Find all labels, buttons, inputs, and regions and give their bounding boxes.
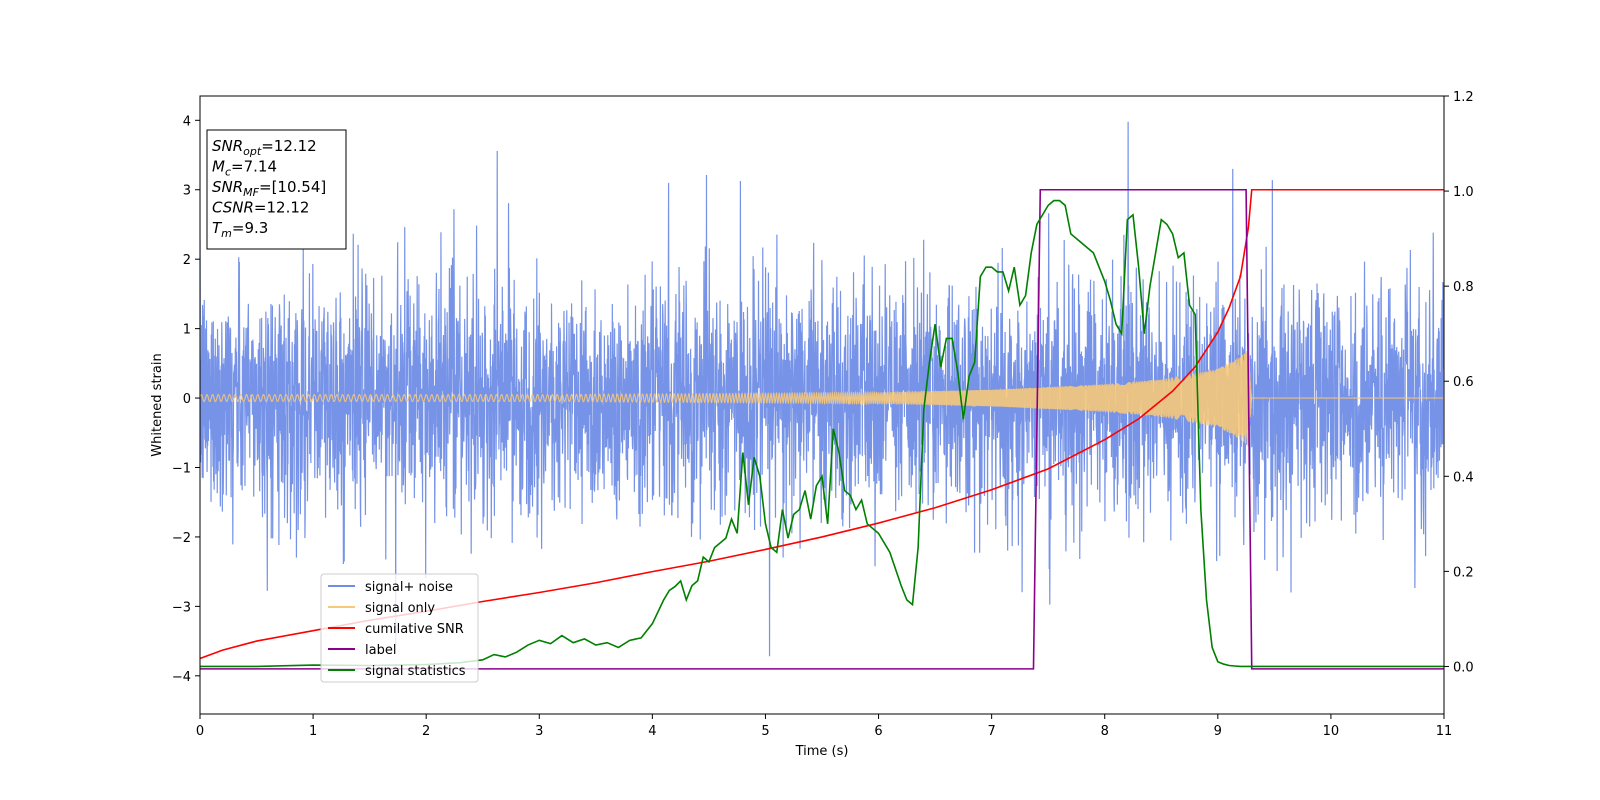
axes-frame [199, 95, 1445, 715]
legend-label: signal statistics [365, 664, 466, 679]
x-tick-label: 5 [761, 724, 769, 739]
y2-tick-label: 0.4 [1453, 470, 1474, 485]
y-tick-label: −4 [172, 670, 191, 685]
x-axis: 0 1 2 3 4 5 6 7 8 9 10 11 [196, 714, 1452, 739]
y-tick-label: 3 [183, 184, 191, 199]
y2-tick-label: 0.6 [1453, 375, 1474, 390]
series-signal-plus-noise [200, 121, 1444, 657]
y2-tick-label: 0.2 [1453, 565, 1474, 580]
annotation-box: SNRopt=12.12Mc=7.14SNRMF=[10.54]CSNR=12.… [206, 129, 347, 250]
x-tick-label: 10 [1323, 724, 1340, 739]
x-tick-label: 11 [1436, 724, 1453, 739]
x-tick-label: 3 [535, 724, 543, 739]
annotation-line: CSNR=12.12 [212, 199, 309, 217]
annotation-frame [206, 129, 347, 250]
y-axis-right: 1.2 1.0 0.8 0.6 0.4 0.2 0.0 [1444, 90, 1474, 675]
series-label [200, 188, 1444, 670]
legend-item: cumilative SNR [328, 622, 464, 637]
y2-tick-label: 1.0 [1453, 185, 1474, 200]
y-tick-label: 4 [183, 114, 191, 129]
y-tick-label: −1 [172, 461, 191, 476]
legend: signal+ noise signal only cumilative SNR la… [320, 573, 479, 683]
legend-label: signal only [365, 601, 435, 616]
series-signal-only [200, 350, 1444, 447]
legend-item: label [328, 643, 396, 658]
legend-frame [320, 573, 479, 683]
x-tick-label: 1 [309, 724, 317, 739]
y-tick-label: −2 [172, 531, 191, 546]
y-tick-label: 1 [183, 323, 191, 338]
legend-item: signal+ noise [328, 580, 453, 595]
y2-tick-label: 0.0 [1453, 660, 1474, 675]
annotation-line: Mc=7.14 [212, 158, 277, 179]
x-tick-label: 4 [648, 724, 656, 739]
legend-item: signal only [328, 601, 435, 616]
x-tick-label: 9 [1214, 724, 1222, 739]
x-tick-label: 2 [422, 724, 430, 739]
y2-tick-label: 0.8 [1453, 280, 1474, 295]
y-tick-label: 0 [183, 392, 191, 407]
x-axis-label: Time (s) [795, 744, 849, 759]
annotation-line: SNRMF=[10.54] [212, 178, 326, 199]
y-tick-label: 2 [183, 253, 191, 268]
y2-tick-label: 1.2 [1453, 90, 1474, 105]
y-tick-label: −3 [172, 600, 191, 615]
legend-label: signal+ noise [365, 580, 453, 595]
legend-label: cumilative SNR [365, 622, 464, 637]
series-signal-statistics [200, 199, 1444, 668]
legend-item: signal statistics [328, 664, 466, 679]
legend-label: label [365, 643, 396, 658]
x-tick-label: 0 [196, 724, 204, 739]
annotation-line: SNRopt=12.12 [212, 137, 317, 158]
x-tick-label: 6 [874, 724, 882, 739]
y-axis-label: Whitened strain [150, 353, 165, 456]
annotation-line: Tm=9.3 [212, 219, 268, 240]
x-tick-label: 8 [1101, 724, 1109, 739]
x-tick-label: 7 [987, 724, 995, 739]
y-axis-left: 4 3 2 1 0 −1 −2 −3 −4 [172, 114, 200, 685]
